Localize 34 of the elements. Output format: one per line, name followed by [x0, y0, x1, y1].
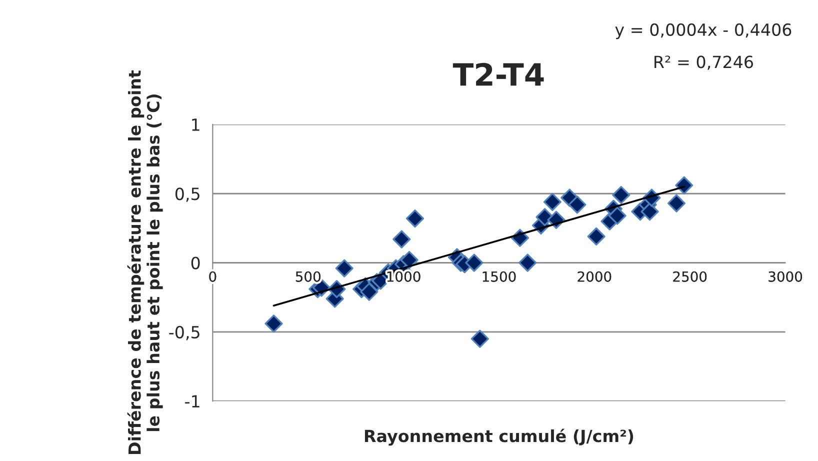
point — [587, 227, 606, 246]
x-tick-label: 0 — [209, 271, 216, 282]
point — [608, 206, 626, 225]
point — [612, 186, 630, 204]
x-tick-label: 1000 — [387, 271, 420, 282]
x-tick-label: 3000 — [768, 271, 802, 282]
x-tick-label: 2000 — [578, 271, 612, 282]
y-tick-label: 0 — [191, 256, 200, 270]
point — [400, 250, 418, 270]
point — [465, 254, 484, 272]
chart-title: T2-T4 — [452, 62, 544, 86]
point — [406, 209, 424, 228]
y-tick-label: 1 — [192, 118, 200, 131]
point — [360, 282, 378, 301]
point — [675, 176, 694, 194]
point — [392, 230, 411, 248]
y-axis-title: Différence de température entre le point le plus haut et point le plus bas (°C) — [127, 70, 163, 454]
point — [470, 330, 489, 348]
y-tick-label: -0,5 — [169, 326, 200, 340]
text: R² = 0,7246 — [654, 56, 753, 70]
x-tick-label: 2500 — [673, 271, 707, 282]
point — [543, 192, 562, 211]
point — [640, 202, 659, 221]
point — [667, 194, 686, 212]
point — [518, 254, 537, 272]
point — [264, 314, 283, 333]
x-tick-label: 1500 — [482, 271, 516, 282]
point — [568, 196, 586, 214]
text: y = 0,0004x - 0,4406 — [615, 23, 792, 40]
point — [335, 259, 354, 278]
x-tick-label: 500 — [296, 271, 320, 282]
y-tick-label: 0,5 — [175, 188, 200, 202]
x-axis-title: Rayonnement cumulé (J/cm²) — [364, 428, 634, 446]
y-tick-label: -1 — [185, 395, 200, 408]
